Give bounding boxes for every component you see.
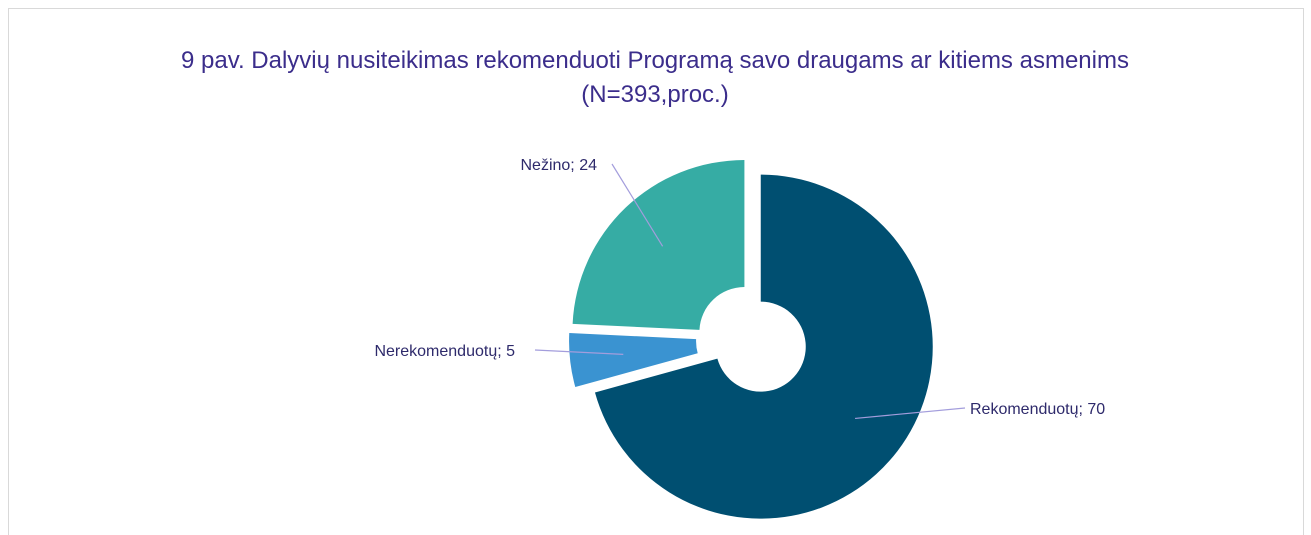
slice [594,174,933,519]
leader-line [611,163,664,247]
leader-line [854,407,966,420]
chart-frame [8,8,1304,535]
data-label: Rekomenduotų; 70 [970,401,1105,418]
data-label: Nerekomenduotų; 5 [374,343,515,360]
slice [569,333,698,388]
chart-title: 9 pav. Dalyvių nusiteikimas rekomenduoti… [181,47,1129,108]
leader-line [534,349,624,355]
data-label: Nežino; 24 [521,157,598,174]
slice [572,160,745,330]
